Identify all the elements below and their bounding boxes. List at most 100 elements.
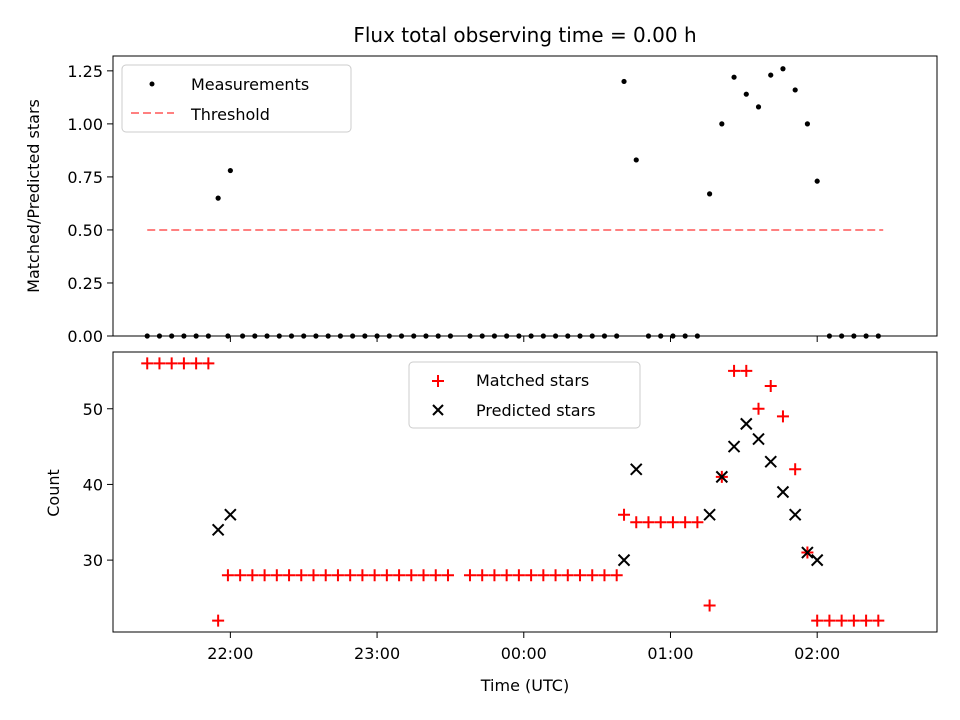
- y-tick-label: 1.25: [67, 62, 103, 81]
- matched-star-point: [835, 614, 848, 627]
- matched-star-point: [141, 357, 154, 370]
- measurement-point: [614, 333, 620, 339]
- matched-star-point: [823, 614, 836, 627]
- matched-star-point: [356, 569, 369, 582]
- measurement-point: [755, 104, 762, 110]
- matched-star-point: [307, 569, 320, 582]
- matched-star-point: [872, 614, 885, 627]
- matched-star-point: [728, 364, 741, 377]
- matched-star-point: [476, 569, 489, 582]
- matched-star-point: [190, 357, 203, 370]
- matched-star-point: [202, 357, 215, 370]
- matched-star-point: [380, 569, 393, 582]
- measurement-point: [577, 333, 583, 339]
- measurement-point: [276, 333, 282, 339]
- matched-star-point: [165, 357, 178, 370]
- predicted-star-point: [211, 523, 225, 537]
- measurement-point: [658, 333, 664, 339]
- matched-star-point: [331, 569, 344, 582]
- measurement-point: [181, 333, 187, 339]
- matched-star-point: [221, 569, 234, 582]
- measurement-point: [337, 333, 343, 339]
- matched-star-point: [549, 569, 562, 582]
- measurement-point: [826, 333, 833, 339]
- measurement-point: [374, 333, 380, 339]
- measurement-point: [839, 333, 845, 339]
- measurement-point: [479, 333, 485, 339]
- bottom-x-ticks: 22:00 23:00 00:00 01:00 02:00: [207, 632, 840, 663]
- matched-star-point: [574, 569, 587, 582]
- measurement-point: [601, 333, 608, 339]
- top-panel: 0.00 0.25 0.50 0.75 1.00 1.25 Matched/Predict…: [24, 55, 938, 346]
- measurement-point: [239, 333, 246, 339]
- matched-star-point: [537, 569, 550, 582]
- measurement-point: [215, 195, 221, 201]
- measurement-point: [633, 157, 639, 163]
- bottom-y-axis-label: Count: [44, 469, 63, 517]
- bottom-y-ticks: 30 40 50: [83, 400, 113, 570]
- measurement-point: [386, 333, 392, 339]
- legend-threshold-label: Threshold: [190, 105, 270, 124]
- top-y-axis-label: Matched/Predicted stars: [24, 99, 43, 293]
- matched-star-point: [512, 569, 525, 582]
- measurement-point: [645, 333, 652, 339]
- measurement-point: [447, 333, 454, 339]
- y-tick-label: 1.00: [67, 115, 103, 134]
- measurement-point: [780, 66, 786, 72]
- predicted-star-point: [788, 508, 802, 521]
- matched-star-point: [488, 569, 501, 582]
- predicted-star-point: [752, 432, 765, 446]
- matched-star-point: [405, 569, 418, 582]
- predicted-star-point: [776, 485, 790, 499]
- x-tick-label: 00:00: [501, 644, 547, 663]
- measurement-point: [552, 333, 559, 339]
- y-tick-label: 0.50: [67, 221, 103, 240]
- measurement-point: [325, 333, 331, 339]
- matched-star-point: [344, 569, 357, 582]
- x-tick-label: 02:00: [794, 644, 840, 663]
- bottom-x-axis-label: Time (UTC): [480, 676, 569, 695]
- measurement-point: [743, 91, 749, 97]
- y-tick-label: 0.75: [67, 168, 103, 187]
- matched-star-point: [691, 516, 704, 529]
- bottom-axes-frame: [112, 351, 938, 633]
- top-marks: [144, 66, 884, 339]
- measurement-point: [719, 121, 725, 127]
- predicted-star-point: [740, 417, 753, 431]
- matched-star-point: [860, 614, 873, 627]
- matched-star-point: [177, 357, 190, 370]
- measurement-point: [504, 333, 510, 339]
- top-axes-frame: [112, 55, 938, 337]
- measurement-point: [540, 333, 546, 339]
- top-legend: Measurements Threshold: [121, 64, 352, 133]
- measurement-point: [621, 78, 627, 85]
- legend-predicted-marker: [432, 404, 444, 416]
- predicted-star-point: [617, 553, 631, 567]
- measurement-point: [435, 333, 441, 339]
- matched-star-point: [283, 569, 296, 582]
- measurement-point: [682, 333, 688, 339]
- predicted-star-point: [630, 463, 643, 476]
- matched-star-point: [295, 569, 308, 582]
- measurement-point: [589, 333, 595, 339]
- measurement-point: [313, 333, 319, 339]
- measurement-point: [851, 333, 857, 339]
- matched-star-point: [610, 569, 623, 582]
- matched-star-point: [258, 569, 271, 582]
- measurement-point: [362, 333, 368, 339]
- measurement-point: [565, 333, 571, 339]
- matched-star-point: [246, 569, 259, 582]
- measurement-point: [792, 87, 798, 93]
- measurement-point: [467, 333, 473, 339]
- top-x-ticks: [229, 336, 818, 342]
- matched-star-point: [561, 569, 574, 582]
- measurement-point: [804, 121, 811, 127]
- measurement-point: [205, 333, 211, 339]
- measurement-point: [814, 178, 820, 184]
- measurement-point: [301, 333, 307, 339]
- legend-matched-marker: [432, 375, 444, 387]
- matched-star-point: [811, 614, 824, 627]
- bottom-marks: [141, 357, 885, 627]
- predicted-star-point: [703, 508, 716, 521]
